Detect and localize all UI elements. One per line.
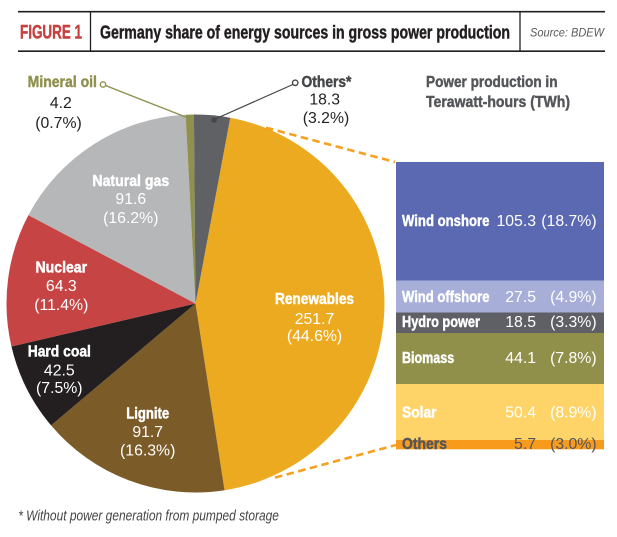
svg-text:(3.2%): (3.2%) [303, 110, 350, 127]
svg-text:18.3: 18.3 [309, 92, 340, 109]
svg-text:251.7: 251.7 [295, 311, 335, 328]
svg-text:Terawatt-hours (TWh): Terawatt-hours (TWh) [426, 94, 570, 111]
svg-text:(4.9%): (4.9%) [550, 289, 597, 306]
svg-text:Hydro power: Hydro power [402, 314, 480, 331]
svg-text:91.6: 91.6 [115, 191, 146, 208]
svg-text:4.2: 4.2 [50, 95, 72, 112]
svg-text:50.4: 50.4 [505, 404, 536, 421]
svg-text:(7.5%): (7.5%) [36, 380, 83, 397]
svg-text:Solar: Solar [402, 404, 437, 421]
svg-text:5.7: 5.7 [514, 436, 536, 453]
svg-text:(7.8%): (7.8%) [550, 350, 597, 367]
svg-text:Wind onshore: Wind onshore [402, 213, 490, 230]
svg-text:(44.6%): (44.6%) [287, 328, 342, 345]
svg-text:Natural gas: Natural gas [92, 173, 169, 190]
svg-text:* Without power generation fro: * Without power generation from pumped s… [18, 508, 279, 525]
svg-text:18.5: 18.5 [505, 314, 536, 331]
svg-text:Mineral oil: Mineral oil [28, 74, 97, 91]
svg-text:FIGURE 1: FIGURE 1 [20, 22, 82, 44]
svg-text:27.5: 27.5 [505, 289, 536, 306]
svg-text:(18.7%): (18.7%) [541, 213, 596, 230]
svg-text:Germany share of energy source: Germany share of energy sources in gross… [100, 22, 510, 43]
svg-text:Power production in: Power production in [426, 74, 558, 91]
svg-text:(11.4%): (11.4%) [34, 297, 88, 314]
svg-text:42.5: 42.5 [44, 362, 75, 379]
svg-text:(16.2%): (16.2%) [103, 210, 158, 227]
svg-text:Nuclear: Nuclear [36, 259, 88, 276]
svg-text:Renewables: Renewables [275, 291, 354, 308]
svg-text:44.1: 44.1 [505, 350, 536, 367]
svg-text:Source: BDEW: Source: BDEW [530, 28, 605, 40]
svg-text:Lignite: Lignite [126, 405, 169, 422]
svg-text:Wind offshore: Wind offshore [402, 289, 490, 306]
svg-text:Biomass: Biomass [402, 350, 454, 367]
svg-text:(16.3%): (16.3%) [120, 442, 175, 459]
svg-text:105.3: 105.3 [496, 213, 536, 230]
svg-text:(3.0%): (3.0%) [550, 436, 597, 453]
svg-text:64.3: 64.3 [46, 278, 77, 295]
svg-text:(0.7%): (0.7%) [35, 115, 82, 132]
svg-text:Others: Others [402, 436, 447, 453]
svg-text:Hard coal: Hard coal [28, 344, 91, 361]
svg-text:(3.3%): (3.3%) [550, 314, 597, 331]
svg-text:(8.9%): (8.9%) [550, 404, 597, 421]
svg-text:91.7: 91.7 [132, 424, 163, 441]
svg-text:Others*: Others* [302, 74, 353, 91]
